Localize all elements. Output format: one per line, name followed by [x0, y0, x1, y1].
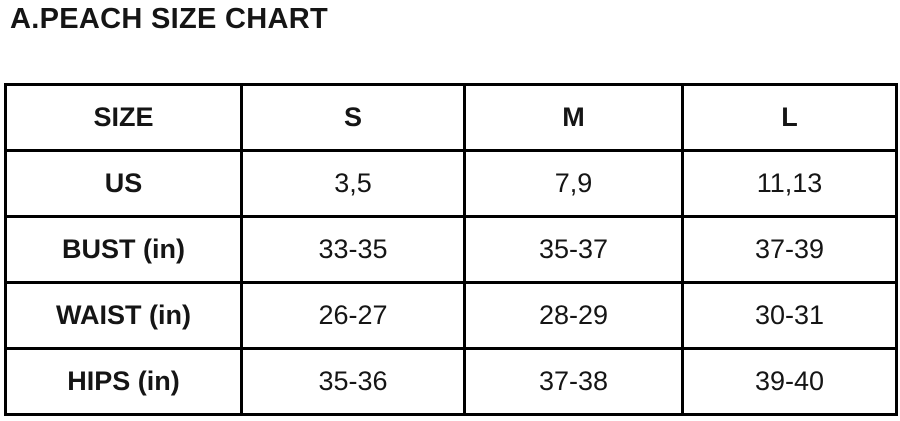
table-row-waist: WAIST (in) 26-27 28-29 30-31	[4, 281, 898, 350]
header-cell-m: M	[463, 83, 684, 152]
cell-bust-m: 35-37	[463, 215, 684, 284]
cell-hips-m: 37-38	[463, 347, 684, 416]
header-cell-s: S	[240, 83, 466, 152]
cell-waist-s: 26-27	[240, 281, 466, 350]
row-label-us: US	[4, 149, 243, 218]
cell-waist-l: 30-31	[681, 281, 898, 350]
page-title: A.PEACH SIZE CHART	[10, 3, 328, 35]
cell-us-m: 7,9	[463, 149, 684, 218]
row-label-waist: WAIST (in)	[4, 281, 243, 350]
table-row-us: US 3,5 7,9 11,13	[4, 149, 898, 218]
cell-hips-l: 39-40	[681, 347, 898, 416]
cell-bust-l: 37-39	[681, 215, 898, 284]
size-chart-table: SIZE S M L US 3,5 7,9 11,13 BUST (in) 33…	[4, 83, 898, 416]
header-cell-size: SIZE	[4, 83, 243, 152]
table-header-row: SIZE S M L	[4, 83, 898, 152]
cell-waist-m: 28-29	[463, 281, 684, 350]
cell-hips-s: 35-36	[240, 347, 466, 416]
cell-us-s: 3,5	[240, 149, 466, 218]
header-cell-l: L	[681, 83, 898, 152]
row-label-bust: BUST (in)	[4, 215, 243, 284]
cell-us-l: 11,13	[681, 149, 898, 218]
row-label-hips: HIPS (in)	[4, 347, 243, 416]
table-row-bust: BUST (in) 33-35 35-37 37-39	[4, 215, 898, 284]
cell-bust-s: 33-35	[240, 215, 466, 284]
table-row-hips: HIPS (in) 35-36 37-38 39-40	[4, 347, 898, 416]
